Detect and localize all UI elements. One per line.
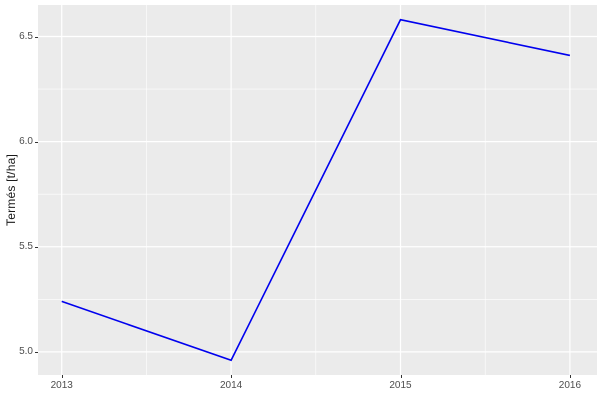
x-tick-mark <box>400 375 402 378</box>
y-tick-mark <box>35 36 38 38</box>
y-tick-label: 5.0 <box>19 345 33 357</box>
chart-panel <box>38 5 597 375</box>
x-tick-mark <box>231 375 233 378</box>
y-tick-mark <box>35 246 38 248</box>
y-tick-label: 6.5 <box>19 30 33 42</box>
x-tick-mark <box>569 375 571 378</box>
y-tick-mark <box>35 141 38 143</box>
x-tick-label: 2016 <box>558 380 582 391</box>
line-plot <box>38 5 597 375</box>
x-tick-mark <box>61 375 63 378</box>
y-tick-label: 6.0 <box>19 135 33 147</box>
y-tick-mark <box>35 351 38 353</box>
y-axis-title: Termés [t/ha] <box>4 154 18 226</box>
x-tick-label: 2015 <box>389 380 412 391</box>
y-tick-label: 5.5 <box>19 240 33 252</box>
x-tick-label: 2014 <box>219 380 243 391</box>
data-series-line <box>61 18 571 362</box>
x-tick-label: 2013 <box>50 380 73 391</box>
